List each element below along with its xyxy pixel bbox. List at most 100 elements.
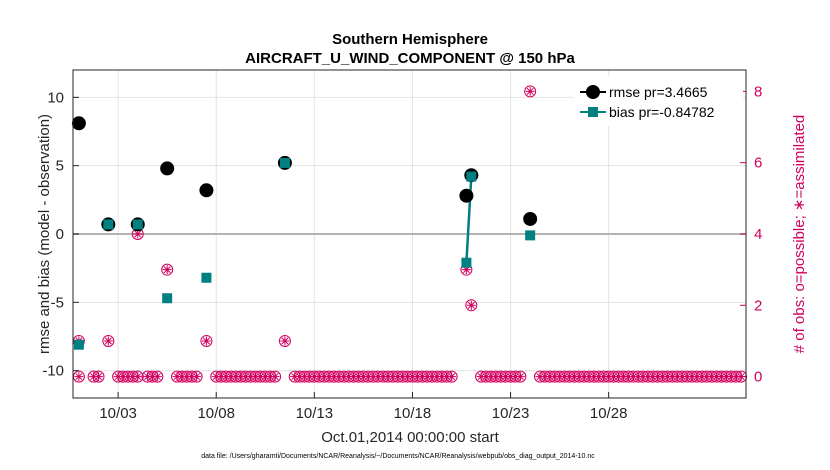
obs-assimilated-marker [378, 372, 388, 382]
ticks: 10/03 10/08 10/13 10/18 10/23 10/28 -10 -5 0 5 10 0… [42, 83, 762, 422]
obs-assimilated-marker [633, 372, 643, 382]
obs-assimilated-marker [726, 372, 736, 382]
obs-assimilated-marker [368, 372, 378, 382]
obs-assimilated-marker [506, 372, 516, 382]
obs-assimilated-marker [363, 372, 373, 382]
obs-assimilated-marker [353, 372, 363, 382]
obs-assimilated-marker [613, 372, 623, 382]
obs-assimilated-marker [672, 372, 682, 382]
obs-possible-marker-nonzero [465, 299, 478, 312]
x-tick-label: 10/03 [99, 405, 137, 422]
x-tick-label: 10/08 [197, 405, 235, 422]
obs-assimilated-marker [432, 372, 442, 382]
obs-assimilated-marker [182, 372, 192, 382]
chart-title-line2: AIRCRAFT_U_WIND_COMPONENT @ 150 hPa [245, 50, 575, 67]
obs-assimilated-marker [383, 372, 393, 382]
series-layer [71, 116, 538, 350]
obs-assimilated-marker [628, 372, 638, 382]
bias-point [73, 339, 84, 350]
legend-box [573, 76, 743, 126]
obs-assimilated-marker [250, 372, 260, 382]
y2-tick-label: 4 [754, 226, 762, 243]
obs-assimilated-marker [118, 372, 128, 382]
obs-assimilated-marker [427, 372, 437, 382]
obs-assimilated-marker [226, 372, 236, 382]
obs-assimilated-marker [334, 372, 344, 382]
obs-assimilated-marker [437, 372, 447, 382]
obs-assimilated-marker [682, 372, 692, 382]
obs-assimilated-marker [89, 372, 99, 382]
y-tick-label: -10 [42, 363, 64, 380]
obs-assimilated-marker [609, 372, 619, 382]
bias-point [525, 230, 536, 241]
obs-assimilated-marker [599, 372, 609, 382]
obs-assimilated-marker [422, 372, 432, 382]
obs-assimilated-marker-nonzero [461, 265, 471, 275]
obs-assimilated-marker [697, 372, 707, 382]
obs-assimilated-marker [393, 372, 403, 382]
bias-point [103, 219, 114, 230]
obs-assimilated-marker [221, 372, 231, 382]
legend-bias-marker [588, 107, 598, 117]
obs-possible-marker-nonzero [102, 334, 115, 347]
y2-tick-label: 0 [754, 369, 762, 386]
bias-point [201, 272, 212, 283]
obs-assimilated-marker [579, 372, 589, 382]
obs-assimilated-marker [515, 372, 525, 382]
y-tick-label: 10 [47, 89, 64, 106]
rmse-point [199, 183, 214, 198]
obs-assimilated-marker [559, 372, 570, 382]
y2-axis-label: # of obs: o=possible; ∗=assimilated [791, 115, 808, 354]
obs-possible-marker [151, 370, 164, 383]
rmse-point [160, 161, 175, 176]
x-tick-label: 10/13 [296, 405, 334, 422]
obs-assimilated-marker [555, 372, 565, 382]
obs-assimilated-marker [241, 372, 251, 382]
obs-assimilated-marker-nonzero [103, 336, 113, 346]
obs-assimilated-marker [147, 372, 157, 382]
obs-assimilated-marker [476, 372, 486, 382]
obs-assimilated-marker-nonzero [525, 86, 535, 96]
obs-possible-marker [514, 370, 527, 383]
obs-assimilated-marker-nonzero [201, 336, 211, 346]
obs-assimilated-marker [658, 372, 668, 382]
bias-point [461, 257, 472, 268]
obs-assimilated-marker [731, 372, 741, 382]
obs-assimilated-marker [594, 372, 604, 382]
obs-assimilated-marker [550, 372, 560, 382]
bias-point [162, 293, 173, 304]
obs-assimilated-marker [314, 372, 324, 382]
obs-assimilated-marker [412, 372, 422, 382]
obs-assimilated-marker [133, 372, 143, 382]
obs-assimilated-marker [486, 372, 496, 382]
obs-possible-marker-nonzero [200, 334, 213, 347]
obs-assimilated-marker [339, 372, 349, 382]
obs-assimilated-marker-nonzero [133, 229, 143, 239]
obs-assimilated-marker [260, 372, 270, 382]
obs-possible-marker-nonzero [161, 263, 174, 276]
obs-assimilated-marker [702, 372, 712, 382]
y-tick-label: 5 [56, 158, 64, 175]
y2-tick-label: 8 [754, 83, 762, 100]
obs-assimilated-marker [403, 372, 413, 382]
obs-assimilated-marker [663, 372, 673, 382]
obs-assimilated-marker [692, 372, 702, 382]
obs-assimilated-marker [143, 372, 153, 382]
bias-point [466, 171, 477, 182]
obs-assimilated-marker [707, 372, 717, 382]
bias-point [279, 157, 290, 168]
obs-possible-marker-nonzero [278, 334, 291, 347]
obs-assimilated-marker [398, 372, 408, 382]
y-axis-label: rmse and bias (model - observation) [36, 114, 53, 354]
legend-rmse-marker [586, 85, 600, 99]
obs-assimilated-marker [501, 372, 511, 382]
obs-assimilated-marker [373, 372, 383, 382]
obs-assimilated-marker [417, 372, 427, 382]
obs-assimilated-marker [304, 372, 314, 382]
obs-assimilated-marker [481, 372, 491, 382]
x-tick-label: 10/23 [492, 405, 530, 422]
obs-assimilated-marker [187, 372, 197, 382]
obs-assimilated-marker [152, 372, 162, 382]
obs-assimilated-marker [113, 372, 123, 382]
